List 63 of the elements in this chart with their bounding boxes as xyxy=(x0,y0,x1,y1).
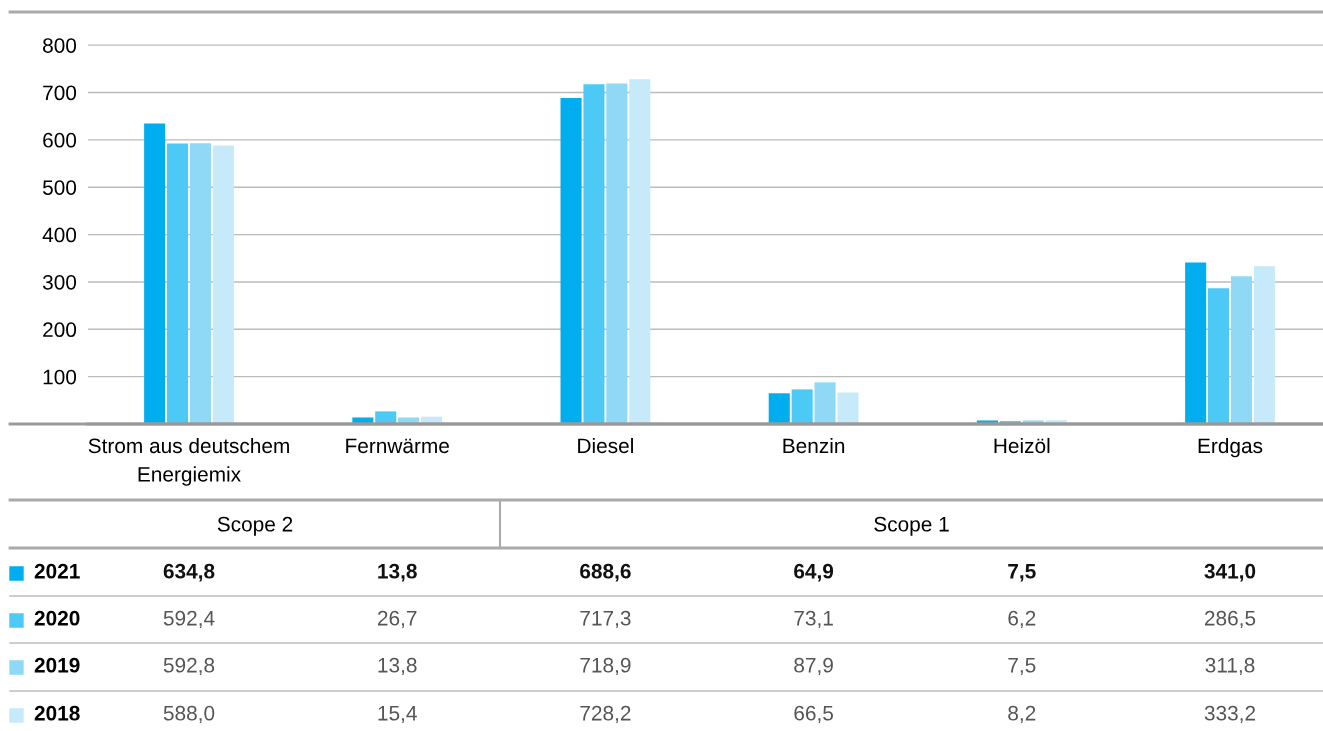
y-tick-label: 400 xyxy=(42,227,77,243)
y-tick-label: 500 xyxy=(42,180,77,195)
data-label: 26,7 xyxy=(377,610,417,629)
y-tick-label: 700 xyxy=(43,85,77,101)
data-label: 592,4 xyxy=(163,610,215,629)
bar xyxy=(375,411,397,424)
bar xyxy=(144,123,166,424)
y-tick-label: 800 xyxy=(43,38,77,53)
data-label: 728,2 xyxy=(580,705,631,724)
x-tick-label: Erdgas xyxy=(1198,437,1263,458)
text: Scope 1 xyxy=(874,516,949,536)
data-label: 7,5 xyxy=(1008,658,1036,676)
data-label: 717,3 xyxy=(580,610,631,629)
y-tick-label: 200 xyxy=(43,322,77,338)
data-label: 64,9 xyxy=(794,563,834,582)
data-label: 13,8 xyxy=(378,563,417,582)
x-tick-label: Benzin xyxy=(783,437,845,454)
text: Scope 2 xyxy=(217,516,293,536)
data-label: 87,9 xyxy=(794,657,833,676)
bar xyxy=(167,143,189,424)
legend-label: 2021 xyxy=(34,563,80,579)
legend-label: 2018 xyxy=(34,705,80,721)
bar xyxy=(791,389,813,424)
bar xyxy=(837,392,859,424)
bar xyxy=(583,84,605,424)
data-label: 311,8 xyxy=(1205,657,1255,676)
y-tick-label: 100 xyxy=(43,369,77,385)
data-label: 6,2 xyxy=(1008,610,1036,629)
data-label: 13,8 xyxy=(378,657,417,676)
bar xyxy=(560,97,582,424)
bar xyxy=(814,382,836,424)
data-label: 7,5 xyxy=(1008,564,1036,582)
bar xyxy=(1208,288,1230,424)
data-label: 688,6 xyxy=(580,563,631,582)
data-label: 341,0 xyxy=(1204,563,1256,582)
legend-label: 2020 xyxy=(34,610,80,626)
bar xyxy=(606,83,628,424)
bar xyxy=(212,145,234,424)
data-label: 592,8 xyxy=(163,657,215,676)
bar xyxy=(1230,276,1252,424)
bar xyxy=(189,143,211,424)
x-tick-label: Strom aus deutschem Energiemix xyxy=(88,437,289,486)
bar xyxy=(768,393,790,424)
data-label: 286,5 xyxy=(1204,610,1256,629)
data-label: 66,5 xyxy=(794,705,833,724)
bar xyxy=(629,79,651,424)
x-tick-label: Heizöl xyxy=(994,437,1050,454)
bar xyxy=(352,417,374,424)
x-tick-label: Diesel xyxy=(578,437,633,454)
y-tick-label: 600 xyxy=(43,132,77,148)
bar xyxy=(1253,266,1275,424)
y-tick-label: 300 xyxy=(42,274,77,290)
data-label: 634,8 xyxy=(163,563,215,582)
bar xyxy=(398,417,420,424)
bar xyxy=(1185,262,1207,424)
data-label: 73,1 xyxy=(794,610,833,629)
x-tick-label: Fernwärme xyxy=(346,438,449,454)
data-label: 8,2 xyxy=(1008,705,1036,724)
data-label: 718,9 xyxy=(580,657,631,676)
legend-label: 2019 xyxy=(34,657,80,673)
data-label: 333,2 xyxy=(1204,705,1256,724)
data-label: 588,0 xyxy=(163,705,215,724)
data-label: 15,4 xyxy=(378,706,417,724)
